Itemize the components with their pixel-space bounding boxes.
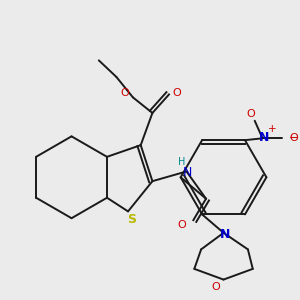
Text: N: N [183,166,192,179]
Text: −: − [289,133,298,143]
Text: O: O [177,220,186,230]
Text: O: O [172,88,181,98]
Text: +: + [268,124,277,134]
Text: O: O [212,282,220,292]
Text: O: O [121,88,130,98]
Text: S: S [128,213,136,226]
Text: O: O [246,109,255,119]
Text: H: H [178,157,185,167]
Text: N: N [220,228,231,241]
Text: O: O [290,133,298,143]
Text: N: N [259,131,270,144]
